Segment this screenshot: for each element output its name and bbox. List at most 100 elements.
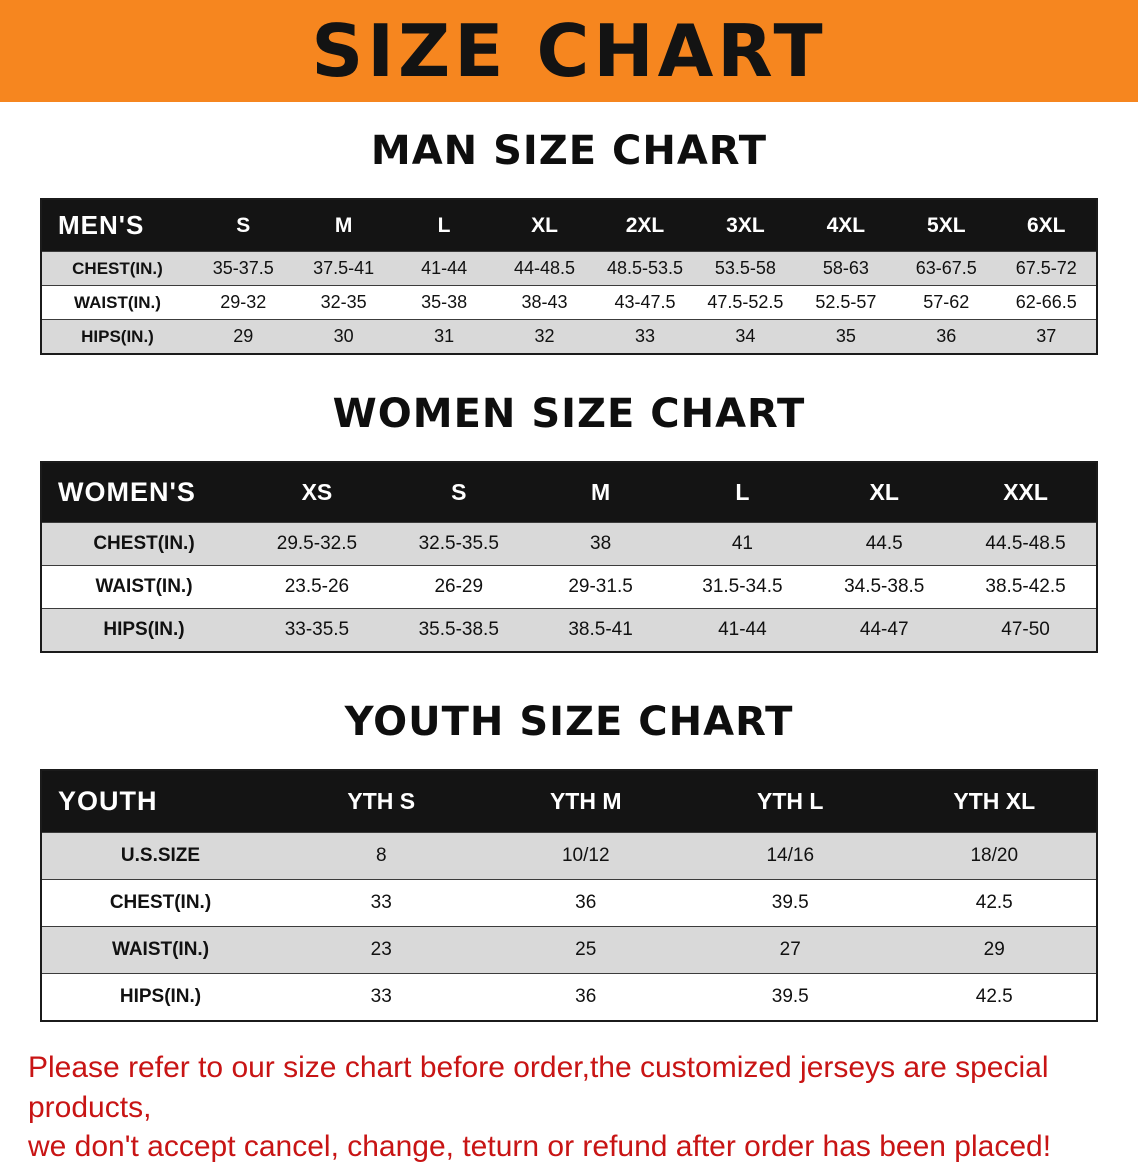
row-label-cell: CHEST(IN.) bbox=[109, 892, 212, 913]
women-size-heading: WOMEN SIZE CHART bbox=[332, 391, 806, 437]
size-value-cell: 29-32 bbox=[220, 292, 267, 312]
women-size-table: WOMEN'S XS S M L XL XXL CHEST(IN.) 29.5-32.5 32.5… bbox=[40, 461, 1098, 653]
size-value-cell: 67.5-72 bbox=[1015, 258, 1077, 278]
row-label-cell: HIPS(IN.) bbox=[119, 986, 202, 1007]
size-column-header: XL bbox=[494, 199, 595, 252]
size-value-cell: 27 bbox=[779, 939, 801, 960]
table-name-cell: YOUTH bbox=[41, 770, 279, 833]
size-column-header: XL bbox=[813, 462, 956, 523]
size-table-row: CHEST(IN.) 35-37.5 37.5-41 41-44 44-48.5 48.5… bbox=[41, 251, 1097, 286]
size-value-cell: 33 bbox=[634, 326, 655, 346]
size-value-cell: 18/20 bbox=[970, 845, 1019, 866]
size-value-cell: 29 bbox=[983, 939, 1005, 960]
size-value-cell: 38 bbox=[590, 533, 612, 554]
size-column-header: S bbox=[387, 462, 530, 523]
disclaimer-line-1: Please refer to our size chart before or… bbox=[28, 1051, 1049, 1124]
row-label-cell: WAIST(IN.) bbox=[111, 939, 210, 960]
disclaimer: Please refer to our size chart before or… bbox=[28, 1048, 1110, 1167]
size-column-header: YTH M bbox=[483, 770, 688, 833]
size-value-cell: 57-62 bbox=[923, 292, 970, 312]
youth-size-section: YOUTH SIZE CHART YOUTH YTH S YTH M YTH L YTH… bbox=[0, 699, 1138, 1022]
row-label-cell: U.S.SIZE bbox=[120, 845, 201, 866]
size-value-cell: 39.5 bbox=[771, 986, 809, 1007]
size-value-cell: 29-31.5 bbox=[568, 576, 633, 597]
size-value-cell: 35.5-38.5 bbox=[418, 619, 499, 640]
size-value-cell: 42.5 bbox=[975, 892, 1013, 913]
size-value-cell: 35 bbox=[835, 326, 856, 346]
size-value-cell: 58-63 bbox=[822, 258, 869, 278]
size-value-cell: 33 bbox=[370, 892, 392, 913]
size-value-cell: 47.5-52.5 bbox=[707, 292, 784, 312]
size-table-row: U.S.SIZE 8 10/12 14/16 18/20 bbox=[41, 832, 1097, 880]
size-column-header: YTH S bbox=[279, 770, 484, 833]
table-name-cell: MEN'S bbox=[41, 199, 193, 252]
size-value-cell: 10/12 bbox=[561, 845, 610, 866]
size-value-cell: 26-29 bbox=[434, 576, 484, 597]
size-column-header: L bbox=[393, 199, 495, 252]
size-table-header-row: WOMEN'S XS S M L XL XXL bbox=[41, 462, 1097, 523]
size-value-cell: 41 bbox=[731, 533, 753, 554]
size-value-cell: 43-47.5 bbox=[614, 292, 676, 312]
disclaimer-line-2: we don't accept cancel, change, teturn o… bbox=[28, 1130, 1052, 1164]
size-value-cell: 29.5-32.5 bbox=[276, 533, 358, 554]
size-value-cell: 44.5 bbox=[865, 533, 903, 554]
man-size-heading: MAN SIZE CHART bbox=[370, 128, 768, 174]
table-name-cell: WOMEN'S bbox=[41, 462, 246, 523]
size-column-header: L bbox=[671, 462, 814, 523]
size-value-cell: 44-47 bbox=[859, 619, 909, 640]
size-table-row: HIPS(IN.) 33-35.5 35.5-38.5 38.5-41 41-44 44-… bbox=[41, 608, 1097, 652]
size-value-cell: 31.5-34.5 bbox=[702, 576, 783, 597]
size-column-header: 3XL bbox=[695, 199, 796, 252]
size-value-cell: 41-44 bbox=[718, 619, 767, 640]
size-value-cell: 32.5-35.5 bbox=[418, 533, 499, 554]
size-column-header: M bbox=[529, 462, 672, 523]
size-value-cell: 32-35 bbox=[320, 292, 367, 312]
size-value-cell: 34 bbox=[735, 326, 756, 346]
size-table-row: CHEST(IN.) 33 36 39.5 42.5 bbox=[41, 879, 1097, 927]
size-value-cell: 41-44 bbox=[421, 258, 468, 278]
size-value-cell: 42.5 bbox=[975, 986, 1013, 1007]
size-value-cell: 47-50 bbox=[1001, 619, 1050, 640]
size-column-header: 2XL bbox=[594, 199, 696, 252]
size-value-cell: 44.5-48.5 bbox=[985, 533, 1066, 554]
size-value-cell: 29 bbox=[233, 326, 254, 346]
size-column-header: 5XL bbox=[896, 199, 997, 252]
size-value-cell: 34.5-38.5 bbox=[844, 576, 925, 597]
size-value-cell: 33 bbox=[370, 986, 392, 1007]
size-column-header: YTH L bbox=[688, 770, 893, 833]
size-value-cell: 35-38 bbox=[421, 292, 468, 312]
size-column-header: M bbox=[293, 199, 394, 252]
size-column-header: 6XL bbox=[996, 199, 1097, 252]
size-table-row: WAIST(IN.) 23 25 27 29 bbox=[41, 926, 1097, 974]
size-value-cell: 36 bbox=[936, 326, 957, 346]
size-table-row: WAIST(IN.) 29-32 32-35 35-38 38-43 43-47.5 47.… bbox=[41, 285, 1097, 320]
size-value-cell: 63-67.5 bbox=[915, 258, 977, 278]
size-value-cell: 8 bbox=[375, 845, 387, 866]
size-table-row: WAIST(IN.) 23.5-26 26-29 29-31.5 31.5-34.5 34… bbox=[41, 565, 1097, 609]
size-value-cell: 33-35.5 bbox=[284, 619, 350, 640]
size-table-row: HIPS(IN.) 29 30 31 32 33 34 35 36 37 bbox=[41, 319, 1097, 354]
size-value-cell: 53.5-58 bbox=[714, 258, 776, 278]
women-size-section: WOMEN SIZE CHART WOMEN'S XS S M L XL XXL CHEST(… bbox=[0, 391, 1138, 653]
page-title: SIZE CHART bbox=[311, 9, 827, 93]
size-column-header: XS bbox=[246, 462, 388, 523]
youth-size-table: YOUTH YTH S YTH M YTH L YTH XL U.S.SIZE 8 10/12… bbox=[40, 769, 1098, 1022]
size-value-cell: 62-66.5 bbox=[1015, 292, 1077, 312]
size-value-cell: 36 bbox=[575, 986, 597, 1007]
size-table-header-row: MEN'S S M L XL 2XL 3XL 4XL 5XL 6XL bbox=[41, 199, 1097, 252]
row-label-cell: HIPS(IN.) bbox=[103, 619, 185, 640]
row-label-cell: HIPS(IN.) bbox=[81, 326, 154, 346]
size-table-row: HIPS(IN.) 33 36 39.5 42.5 bbox=[41, 973, 1097, 1021]
man-size-table: MEN'S S M L XL 2XL 3XL 4XL 5XL 6XL CHEST(IN.) 35-37… bbox=[40, 198, 1098, 355]
size-value-cell: 23.5-26 bbox=[284, 576, 350, 597]
size-value-cell: 14/16 bbox=[766, 845, 815, 866]
size-value-cell: 32 bbox=[534, 326, 555, 346]
row-label-cell: WAIST(IN.) bbox=[95, 576, 193, 597]
size-column-header: XXL bbox=[955, 462, 1097, 523]
size-value-cell: 35-37.5 bbox=[212, 258, 274, 278]
youth-size-heading: YOUTH SIZE CHART bbox=[344, 699, 794, 745]
row-label-cell: CHEST(IN.) bbox=[72, 258, 163, 278]
size-table-header-row: YOUTH YTH S YTH M YTH L YTH XL bbox=[41, 770, 1097, 833]
row-label-cell: WAIST(IN.) bbox=[74, 292, 161, 312]
size-value-cell: 38.5-41 bbox=[568, 619, 633, 640]
